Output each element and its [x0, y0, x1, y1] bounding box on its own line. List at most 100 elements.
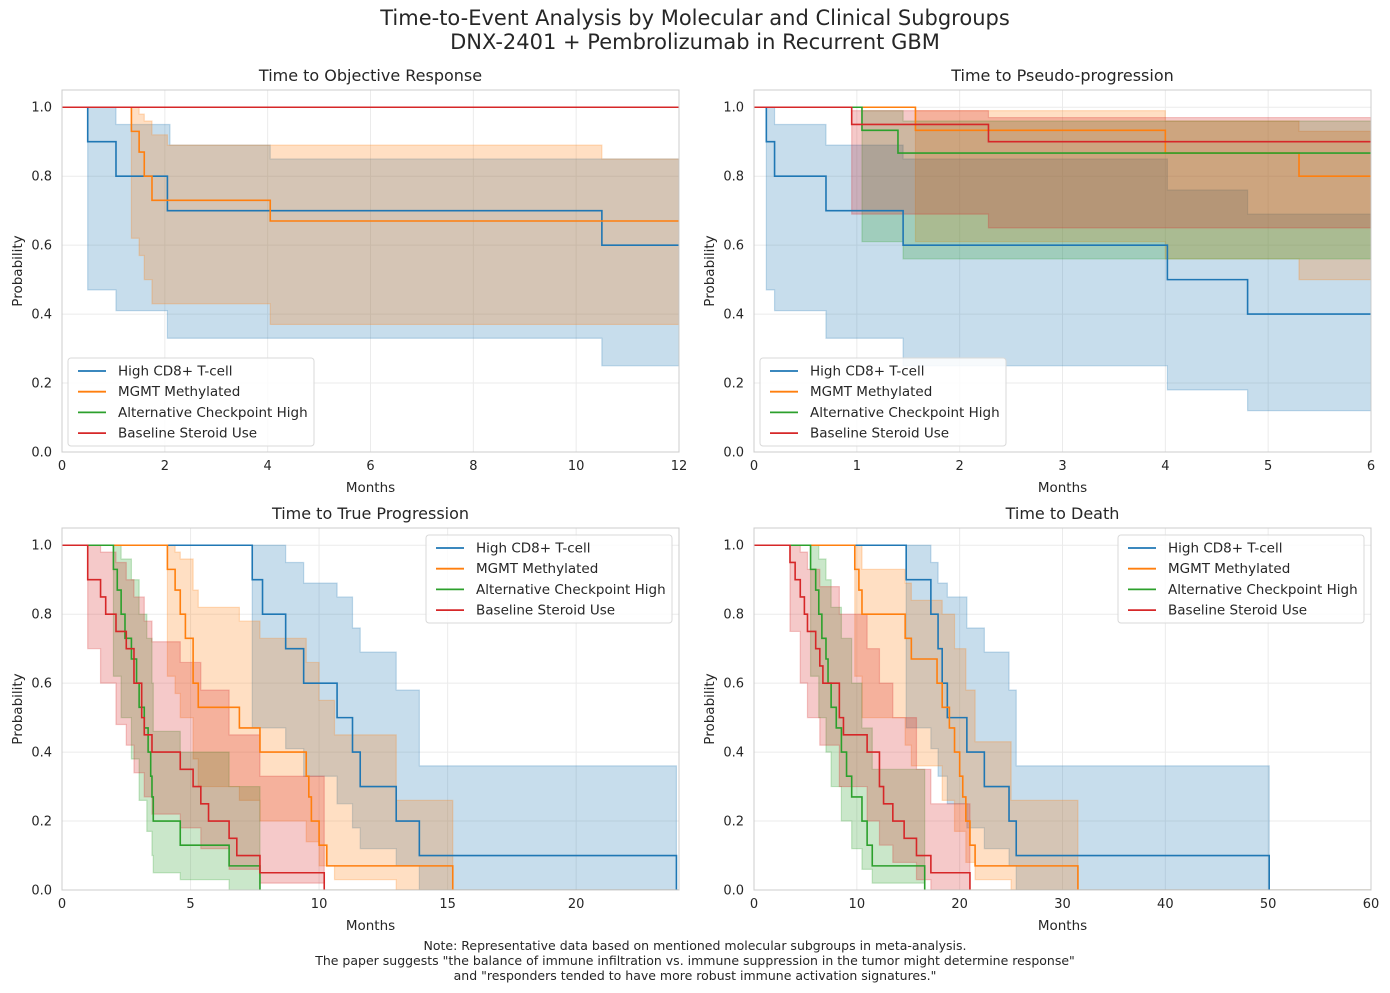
y-axis-label: Probability: [702, 235, 718, 306]
legend-box: [759, 357, 1007, 447]
footnote-line-2: The paper suggests "the balance of immun…: [315, 953, 1075, 968]
x-tick-label: 60: [1363, 897, 1380, 912]
legend-label-3: Alternative Checkpoint High: [810, 405, 1000, 421]
x-tick-label: 15: [439, 897, 456, 912]
x-tick-label: 10: [311, 897, 328, 912]
plot-area: [62, 106, 679, 367]
legend-label-2: MGMT Methylated: [476, 561, 598, 577]
km-line-4: [62, 544, 326, 890]
y-tick-label: 0.4: [31, 308, 52, 323]
ci-band-2: [754, 544, 1371, 890]
legend-label-1: High CD8+ T-cell: [1168, 541, 1282, 557]
x-tick-label: 0: [58, 459, 66, 474]
ci-band-4: [754, 544, 1371, 890]
y-tick-label: 1.0: [31, 539, 52, 554]
x-tick-label: 10: [849, 897, 866, 912]
y-tick-label: 0.6: [723, 677, 744, 692]
axes-frame: [61, 527, 680, 891]
x-tick-label: 30: [1054, 897, 1071, 912]
ci-band-2: [62, 106, 679, 326]
y-tick-label: 0.8: [723, 170, 744, 185]
x-axis-label: Months: [1038, 480, 1087, 496]
km-line-1: [62, 544, 678, 890]
x-tick-label: 0: [58, 897, 66, 912]
x-axis-label: Months: [346, 480, 395, 496]
legend: High CD8+ T-cell MGMT Methylated Alternati…: [425, 534, 673, 624]
legend: High CD8+ T-cell MGMT Methylated Alternati…: [67, 357, 315, 447]
plot-area: [62, 544, 679, 890]
km-line-3: [62, 544, 261, 890]
legend-label-1: High CD8+ T-cell: [476, 541, 590, 557]
x-tick-label: 0: [750, 897, 758, 912]
x-axis-label: Months: [1038, 918, 1087, 934]
x-tick-label: 20: [951, 897, 968, 912]
x-tick-label: 40: [1157, 897, 1174, 912]
y-axis-label: Probability: [10, 235, 26, 306]
ci-band-3: [754, 544, 1371, 890]
y-tick-label: 0.2: [31, 815, 52, 830]
legend-box: [425, 534, 673, 624]
km-line-1: [754, 106, 1371, 315]
x-tick-label: 50: [1260, 897, 1277, 912]
chart-panel-3: 0 5 10 15 20 0.0 0.2 0.4 0.6 0.8 1.0 Months Probabil…: [10, 504, 680, 934]
y-tick-label: 0.4: [31, 746, 52, 761]
ci-band-1: [754, 544, 1371, 890]
plot-area: [754, 106, 1371, 412]
legend-label-2: MGMT Methylated: [810, 384, 932, 400]
km-line-1: [754, 544, 1270, 890]
panel-title: Time to Objective Response: [258, 66, 482, 85]
chart-panel-4: 0 10 20 30 40 50 60 0.0 0.2 0.4 0.6 0.8 1.0 Months Pro…: [702, 504, 1379, 934]
x-tick-label: 6: [366, 459, 374, 474]
x-tick-label: 0: [750, 459, 758, 474]
y-tick-label: 0.4: [723, 308, 744, 323]
km-line-3: [754, 544, 926, 890]
legend-label-4: Baseline Steroid Use: [1168, 603, 1307, 619]
y-tick-label: 1.0: [723, 539, 744, 554]
legend: High CD8+ T-cell MGMT Methylated Alternati…: [759, 357, 1007, 447]
x-tick-label: 2: [161, 459, 169, 474]
y-tick-label: 0.6: [31, 239, 52, 254]
axes-frame: [753, 527, 1372, 891]
x-tick-label: 12: [671, 459, 688, 474]
y-tick-label: 0.0: [31, 884, 52, 899]
x-tick-label: 2: [956, 459, 964, 474]
y-tick-label: 0.8: [31, 608, 52, 623]
y-tick-label: 0.2: [723, 377, 744, 392]
legend-label-2: MGMT Methylated: [118, 384, 240, 400]
footnote-line-1: Note: Representative data based on menti…: [423, 938, 967, 953]
y-tick-label: 0.8: [723, 608, 744, 623]
axes-frame: [753, 89, 1372, 453]
panel-title: Time to True Progression: [271, 504, 469, 523]
y-axis-label: Probability: [10, 673, 26, 744]
legend-label-2: MGMT Methylated: [1168, 561, 1290, 577]
plot-area: [754, 544, 1371, 890]
x-tick-label: 20: [568, 897, 585, 912]
ci-band-2: [62, 544, 679, 890]
chart-panel-1: 0 2 4 6 8 10 12 0.0 0.2 0.4 0.6 0.8 1.0 Months Probabi…: [10, 66, 687, 496]
y-tick-label: 0.2: [31, 377, 52, 392]
km-line-4: [754, 106, 1371, 143]
y-tick-label: 0.0: [31, 446, 52, 461]
figure-title: Time-to-Event Analysis by Molecular and …: [380, 6, 1010, 30]
km-line-1: [62, 106, 679, 246]
y-tick-label: 0.4: [723, 746, 744, 761]
panel-title: Time to Pseudo-progression: [950, 66, 1174, 85]
legend: High CD8+ T-cell MGMT Methylated Alternati…: [1117, 534, 1365, 624]
ci-band-2: [754, 106, 1371, 281]
km-line-4: [754, 544, 971, 890]
x-tick-label: 5: [186, 897, 194, 912]
y-tick-label: 0.0: [723, 884, 744, 899]
y-tick-label: 1.0: [723, 101, 744, 116]
legend-label-4: Baseline Steroid Use: [810, 426, 949, 442]
figure-subtitle: DNX-2401 + Pembrolizumab in Recurrent GB…: [450, 30, 940, 54]
x-tick-label: 5: [1264, 459, 1272, 474]
x-tick-label: 3: [1058, 459, 1066, 474]
legend-box: [67, 357, 315, 447]
ci-band-1: [62, 544, 679, 890]
legend-label-4: Baseline Steroid Use: [476, 603, 615, 619]
x-tick-label: 10: [568, 459, 585, 474]
legend-label-3: Alternative Checkpoint High: [118, 405, 308, 421]
y-tick-label: 0.0: [723, 446, 744, 461]
